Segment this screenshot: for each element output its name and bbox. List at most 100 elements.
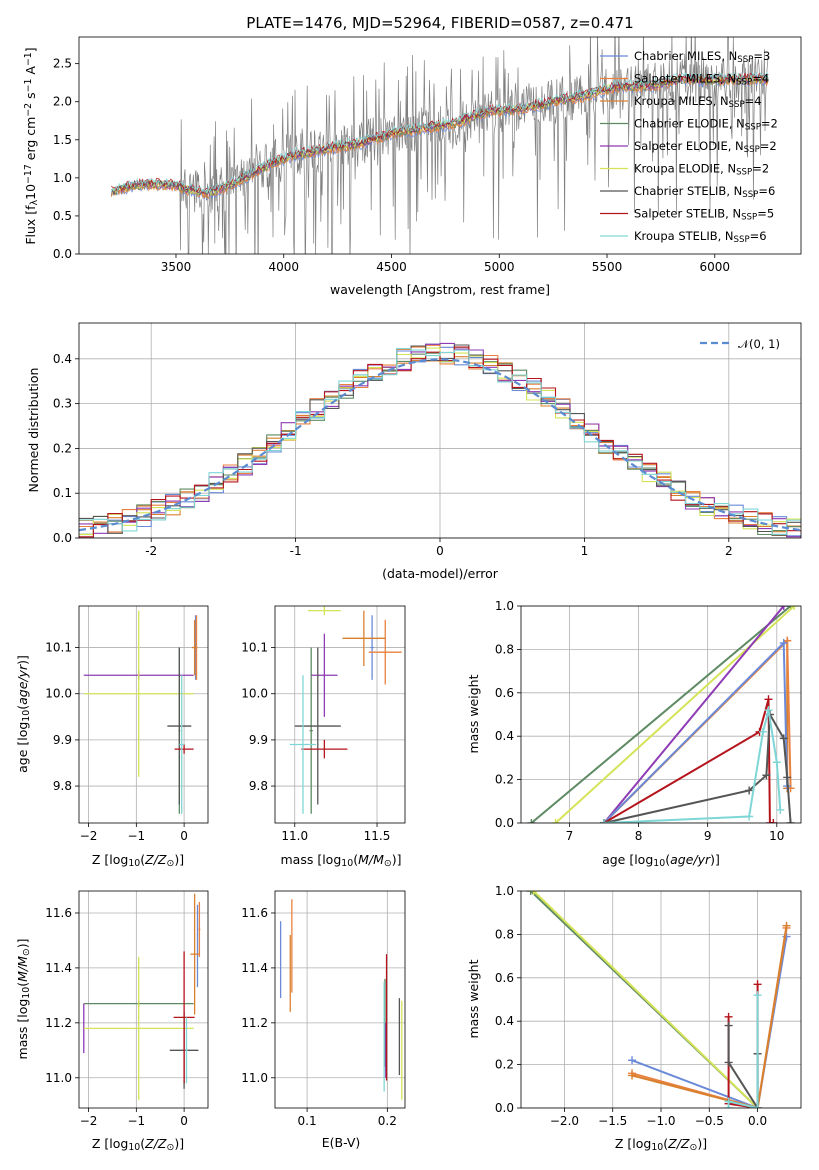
- x-axis-label: Z [log10(Z/Z⊙)]: [615, 1136, 707, 1153]
- x-tick-label: −2.0: [550, 1114, 579, 1128]
- y-tick-label: 0.0: [53, 531, 72, 545]
- mass-weight-marker: [790, 606, 799, 610]
- legend-entry: Salpeter ELODIE, NSSP=2: [634, 139, 777, 155]
- observed-spectrum-line: [110, 37, 769, 254]
- y-tick-label: 10.1: [45, 641, 72, 655]
- y-axis-label: mass [log10(M/M⊙)]: [15, 939, 32, 1060]
- y-tick-label: 11.0: [241, 1071, 268, 1085]
- y-tick-label: 0.6: [495, 971, 514, 985]
- mass-weight-line: [727, 1025, 759, 1108]
- y-tick-label: 0.0: [495, 1101, 514, 1115]
- mass-weight-marker: [762, 771, 771, 780]
- y-tick-label: 10.0: [45, 687, 72, 701]
- spectrum-frame: [78, 36, 802, 255]
- y-tick-label: 0.4: [53, 352, 72, 366]
- x-tick-label: 0.1: [298, 1114, 317, 1128]
- x-tick-label: −2: [80, 1114, 98, 1128]
- y-tick-label: 0.4: [495, 1014, 514, 1028]
- y-tick-label: 11.4: [241, 961, 268, 975]
- mass-weight-marker: [724, 1097, 733, 1106]
- y-tick-label: 0.1: [53, 486, 72, 500]
- mass-weight-marker: [764, 706, 773, 715]
- x-tick-label: −2: [80, 829, 98, 843]
- x-tick-label: −1.0: [646, 1114, 675, 1128]
- age-vs-Z-axes: −2 −1 0 9.8 9.9 10.0 10.1: [45, 605, 209, 843]
- mass-weight-line: [603, 709, 782, 823]
- y-tick-label: 0.0: [53, 247, 72, 261]
- mass-weight-marker: [765, 819, 774, 823]
- legend-entry: 𝒩(0, 1): [738, 337, 780, 351]
- x-axis-label: age [log10(age/yr)]: [602, 852, 720, 869]
- x-tick-label: 11.5: [364, 829, 391, 843]
- error-bar-point: [309, 647, 313, 814]
- age-vs-mass-axes: 11.0 11.5 9.8 9.9 10.0 10.1: [241, 605, 406, 843]
- x-axis-label: Z [log10(Z/Z⊙)]: [92, 852, 184, 869]
- age-vs-mass-grid: [275, 606, 405, 823]
- mass-weight-marker: [599, 819, 608, 823]
- x-tick-label: −1: [127, 829, 145, 843]
- y-tick-label: 9.8: [249, 779, 268, 793]
- error-bar-point: [83, 956, 194, 1100]
- x-tick-label: −0.5: [695, 1114, 724, 1128]
- x-tick-label: -1: [290, 544, 302, 558]
- mass-vs-ebv-frame: [274, 890, 406, 1109]
- mass-weight-vs-age-plot-area: [521, 606, 801, 823]
- mass-weight-marker: [753, 980, 762, 989]
- mass-vs-Z-grid: [79, 891, 208, 1108]
- error-bar-point: [301, 739, 348, 759]
- x-tick-label: 5000: [484, 260, 515, 274]
- chart-title: PLATE=1476, MJD=52964, FIBERID=0587, z=0…: [246, 14, 633, 32]
- mass-weight-line: [603, 606, 785, 823]
- mass-weight-marker: [783, 773, 792, 782]
- y-tick-label: 1.0: [495, 599, 514, 613]
- y-tick-label: 9.9: [53, 733, 72, 747]
- mass-weight-marker: [724, 1058, 733, 1067]
- mass-weight-marker: [753, 1104, 762, 1108]
- error-bar-point: [289, 675, 317, 814]
- legend-entry: Salpeter MILES, NSSP=4: [634, 72, 769, 88]
- y-tick-label: 9.9: [249, 733, 268, 747]
- error-bar-point: [198, 901, 201, 957]
- mass-weight-marker: [758, 727, 767, 736]
- x-tick-label: 11.0: [281, 829, 308, 843]
- mass-weight-marker: [724, 1012, 733, 1021]
- x-tick-label: 0.0: [748, 1114, 767, 1128]
- y-tick-label: 0.3: [53, 397, 72, 411]
- x-tick-label: 4000: [268, 260, 299, 274]
- x-tick-label: 0: [180, 829, 188, 843]
- y-tick-label: 0.0: [495, 816, 514, 830]
- y-tick-label: 9.8: [53, 779, 72, 793]
- mass-vs-Z-frame: [78, 890, 209, 1109]
- mass-weight-line: [727, 984, 759, 1108]
- mass-weight-series: [724, 991, 762, 1108]
- model-spectrum-line: [111, 73, 769, 197]
- mass-weight-marker: [769, 819, 778, 823]
- y-tick-label: 0.2: [53, 441, 72, 455]
- mass-weight-line: [727, 995, 759, 1108]
- y-tick-label: 11.4: [45, 961, 72, 975]
- error-bar-point: [342, 610, 386, 667]
- x-tick-label: 8: [635, 829, 643, 843]
- error-bar-point: [174, 744, 194, 754]
- legend-entry: Kroupa STELIB, NSSP=6: [634, 229, 767, 245]
- mass-weight-marker: [779, 734, 788, 743]
- y-axis-label: age [log10(age/yr)]: [15, 655, 32, 773]
- mass-weight-marker: [628, 1071, 637, 1080]
- mass-weight-line: [631, 925, 788, 1108]
- x-tick-label: 5500: [592, 260, 623, 274]
- x-tick-label: 0: [180, 1114, 188, 1128]
- y-tick-label: 1.0: [495, 884, 514, 898]
- mass-weight-line: [554, 606, 795, 823]
- mass-weight-marker: [779, 606, 788, 610]
- y-tick-label: 0.2: [495, 1058, 514, 1072]
- y-axis-label: Normed distribution: [26, 368, 41, 493]
- age-vs-mass-frame: [274, 605, 406, 824]
- x-tick-label: 7: [566, 829, 574, 843]
- age-vs-Z-plot-area: [79, 606, 208, 823]
- mass-weight-marker: [786, 819, 795, 823]
- error-bar-point: [179, 675, 185, 814]
- error-bar-point: [307, 606, 341, 616]
- legend-entry: Salpeter STELIB, NSSP=5: [634, 207, 774, 223]
- mass-weight-series: [551, 606, 799, 823]
